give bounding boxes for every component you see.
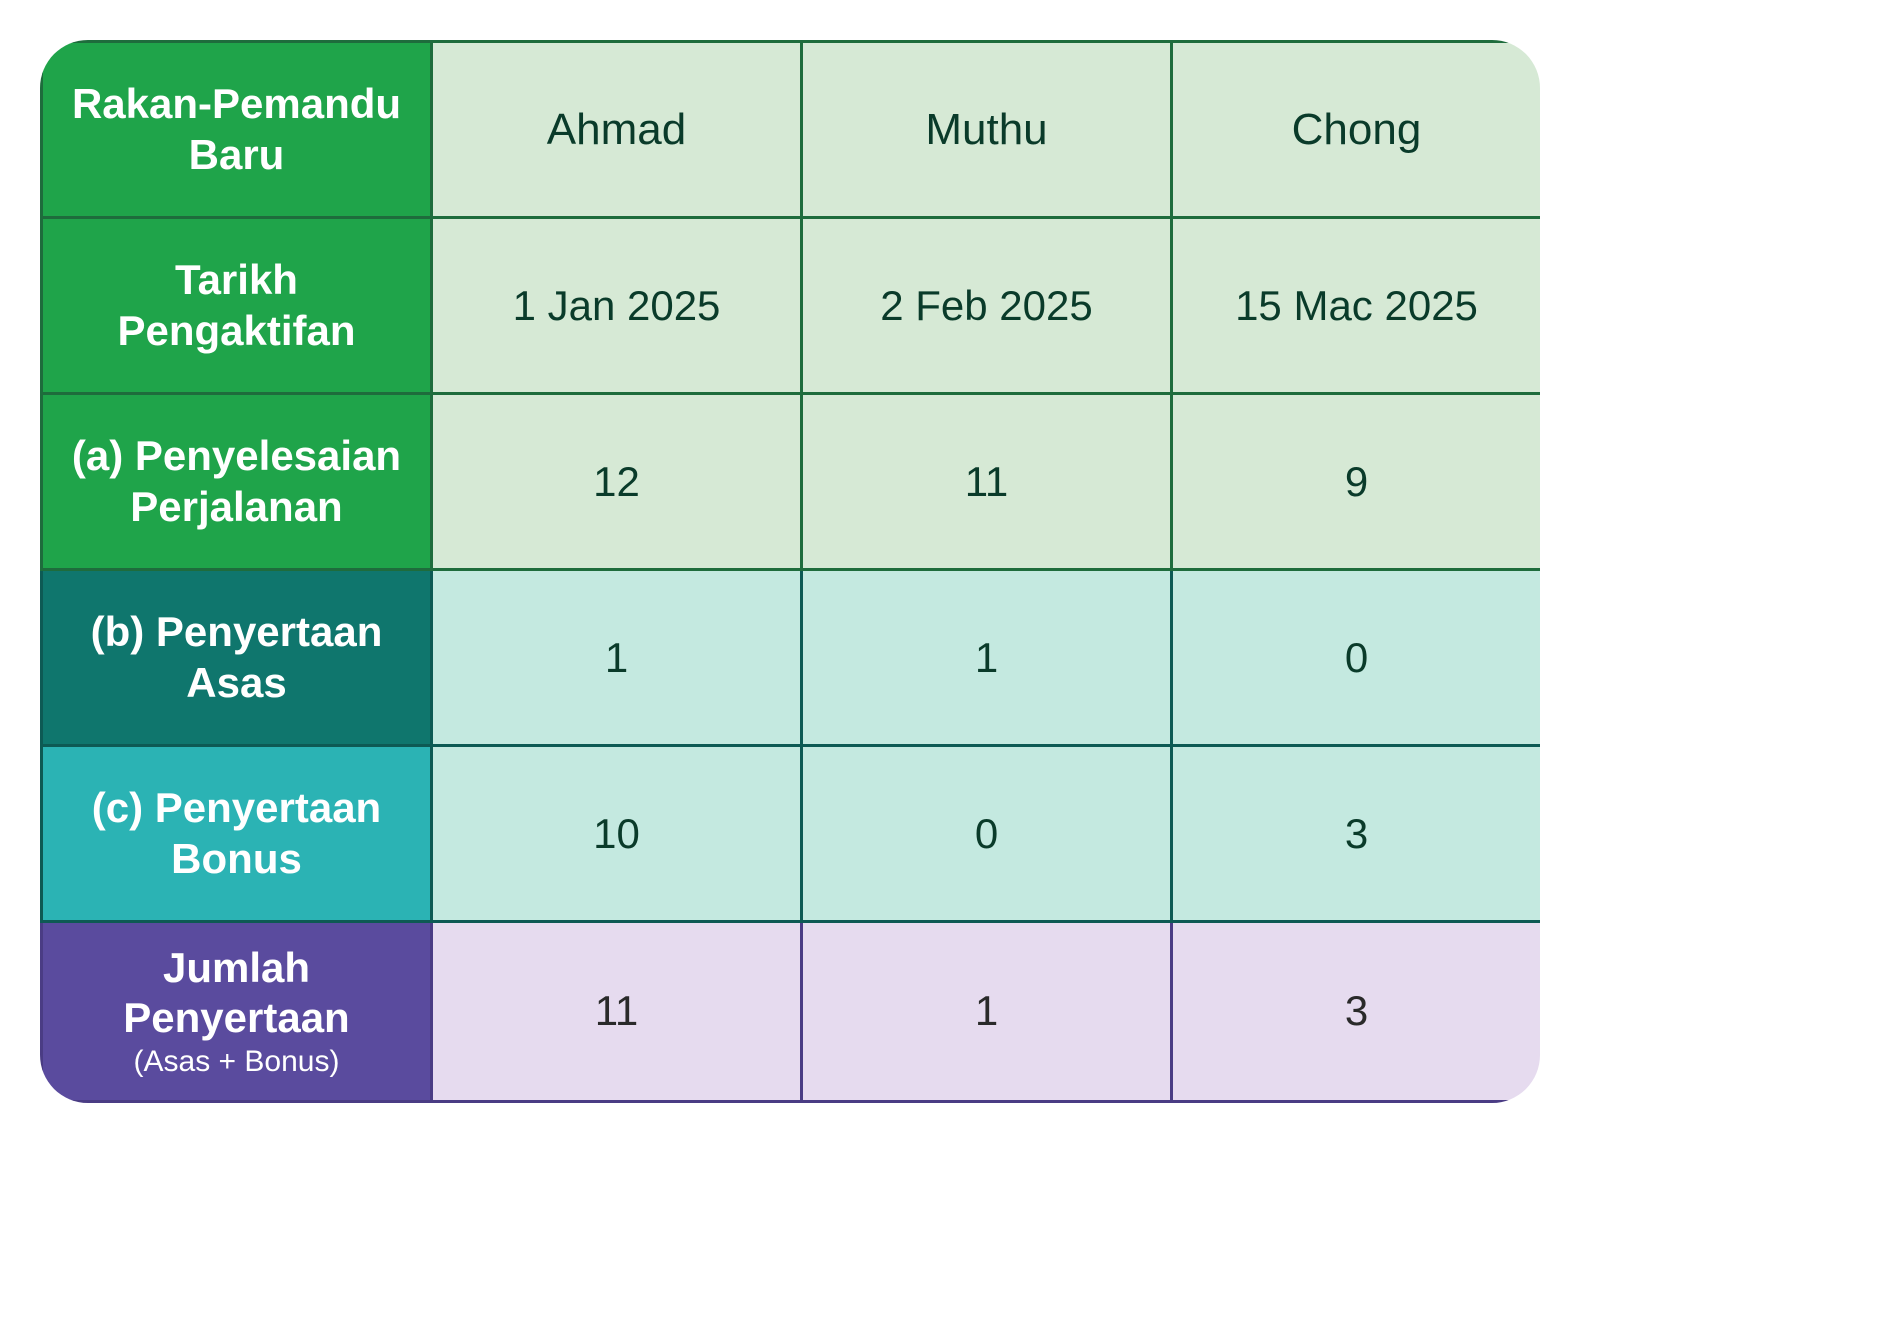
column-header: Ahmad [432,42,802,218]
row-label-text: (c) Penyertaan [55,783,418,833]
data-cell: 10 [432,746,802,922]
row-label-text: Pengaktifan [55,306,418,356]
data-cell: 1 [432,570,802,746]
row-label-text: Tarikh [55,255,418,305]
driver-table: Rakan-PemanduBaruAhmadMuthuChongTarikhPe… [40,40,1540,1103]
row-label: Rakan-PemanduBaru [42,42,432,218]
data-cell: 0 [1172,570,1541,746]
row-label-text: Baru [55,130,418,180]
row-label-text: Asas [55,658,418,708]
column-header: Chong [1172,42,1541,218]
data-cell: 1 [802,922,1172,1102]
row-label-text: Bonus [55,834,418,884]
row-label: TarikhPengaktifan [42,218,432,394]
table-body: Rakan-PemanduBaruAhmadMuthuChongTarikhPe… [40,40,1540,1103]
row-label-text: Perjalanan [55,482,418,532]
table-row: (c) PenyertaanBonus1003 [42,746,1541,922]
data-cell: 11 [432,922,802,1102]
row-label-text: (a) Penyelesaian [55,431,418,481]
table-row: (a) PenyelesaianPerjalanan12119 [42,394,1541,570]
table-row: TarikhPengaktifan1 Jan 20252 Feb 202515 … [42,218,1541,394]
data-cell: 11 [802,394,1172,570]
table-row: Rakan-PemanduBaruAhmadMuthuChong [42,42,1541,218]
data-cell: 12 [432,394,802,570]
table-row: (b) PenyertaanAsas110 [42,570,1541,746]
row-label: Jumlah Penyertaan(Asas + Bonus) [42,922,432,1102]
row-label-text: (b) Penyertaan [55,607,418,657]
data-cell: 9 [1172,394,1541,570]
row-label: (c) PenyertaanBonus [42,746,432,922]
data-cell: 3 [1172,746,1541,922]
row-label-text: Jumlah Penyertaan [55,943,418,1044]
data-cell: 2 Feb 2025 [802,218,1172,394]
row-label: (a) PenyelesaianPerjalanan [42,394,432,570]
data-cell: 1 [802,570,1172,746]
table-row: Jumlah Penyertaan(Asas + Bonus)1113 [42,922,1541,1102]
data-cell: 15 Mac 2025 [1172,218,1541,394]
data-cell: 1 Jan 2025 [432,218,802,394]
data-cell: 3 [1172,922,1541,1102]
row-sublabel: (Asas + Bonus) [55,1044,418,1080]
data-cell: 0 [802,746,1172,922]
column-header: Muthu [802,42,1172,218]
row-label: (b) PenyertaanAsas [42,570,432,746]
row-label-text: Rakan-Pemandu [55,79,418,129]
